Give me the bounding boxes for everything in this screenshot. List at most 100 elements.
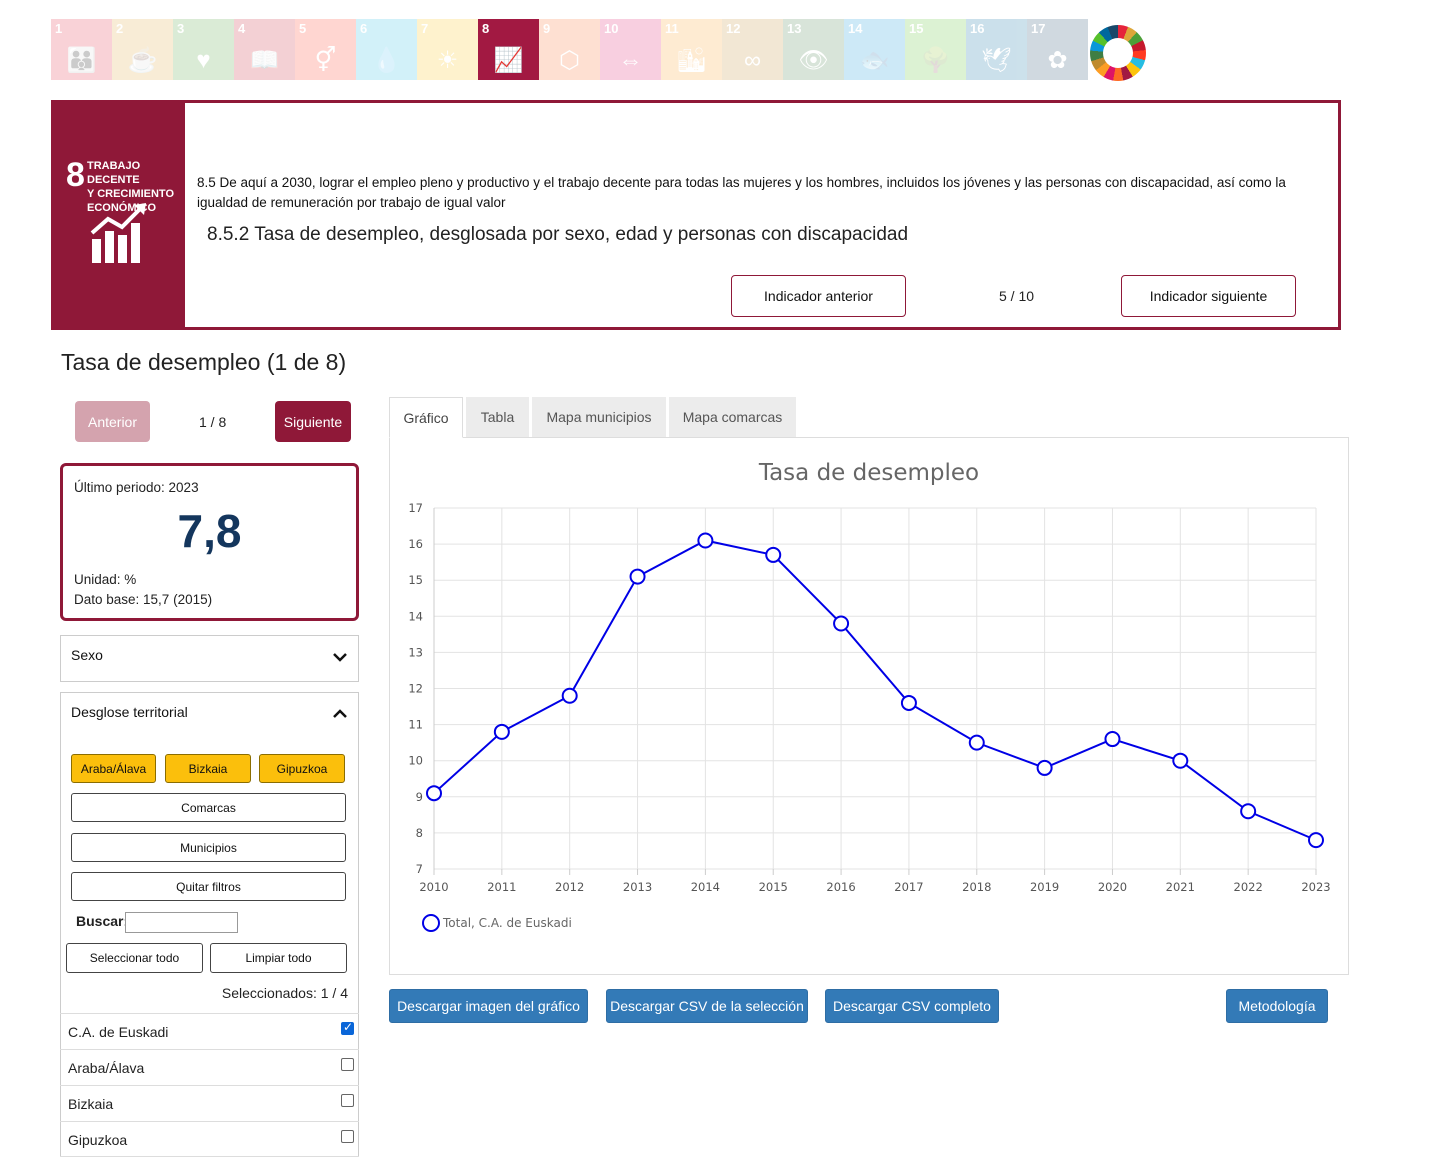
sdg-tile-13[interactable]: 13 👁: [783, 19, 844, 80]
territory-row[interactable]: C.A. de Euskadi: [60, 1013, 359, 1049]
legend-marker: [422, 914, 440, 932]
sdg-tile-8[interactable]: 8 📈: [478, 19, 539, 80]
territory-checkbox[interactable]: [341, 1130, 354, 1143]
territory-checkbox[interactable]: [341, 1020, 354, 1035]
decent-work-icon: 📈: [493, 47, 524, 74]
gender-equality-icon: ⚥: [314, 47, 337, 74]
previous-series-button[interactable]: Anterior: [75, 401, 150, 442]
sdg-tile-number: 4: [238, 21, 246, 36]
chevron-up-icon[interactable]: [332, 706, 348, 722]
x-tick-label: 2019: [1030, 880, 1059, 894]
data-point: [561, 687, 578, 704]
data-point: [1240, 803, 1257, 820]
sdg-tile-3[interactable]: 3 ♥: [173, 19, 234, 80]
x-tick-label: 2013: [623, 880, 652, 894]
x-tick-label: 2014: [691, 880, 720, 894]
territory-checkbox[interactable]: [341, 1094, 354, 1107]
tab-tabla[interactable]: Tabla: [466, 397, 529, 438]
sdg-tile-10[interactable]: 10 ⇔: [600, 19, 661, 80]
tab-grafico[interactable]: Gráfico: [389, 397, 463, 438]
territory-row[interactable]: Bizkaia: [60, 1085, 359, 1121]
sdg-tile-1[interactable]: 1 👪: [51, 19, 112, 80]
clean-water-icon: 💧: [371, 47, 402, 74]
chip-araba[interactable]: Araba/Álava: [71, 754, 156, 783]
x-tick-label: 2023: [1301, 880, 1330, 894]
legend-label: Total, C.A. de Euskadi: [442, 916, 572, 930]
chip-gipuzkoa[interactable]: Gipuzkoa: [259, 754, 345, 783]
series-counter: 1 / 8: [199, 414, 227, 430]
y-tick-label: 14: [408, 609, 423, 623]
sexo-accordion-label: Sexo: [71, 647, 103, 663]
y-tick-label: 11: [408, 718, 423, 732]
x-tick-label: 2017: [894, 880, 923, 894]
territory-label: C.A. de Euskadi: [68, 1024, 169, 1040]
chart-panel: Tasa de desempleo 7 8 9 10 11 12 13 14 15 16 17 2010…: [389, 437, 1349, 975]
sdg-tile-9[interactable]: 9 ⬡: [539, 19, 600, 80]
chevron-down-icon[interactable]: [332, 649, 348, 665]
download-csv-selection-button[interactable]: Descargar CSV de la selección: [606, 989, 808, 1023]
chip-bizkaia[interactable]: Bizkaia: [165, 754, 251, 783]
data-point: [968, 734, 985, 751]
search-input[interactable]: [125, 912, 238, 933]
sdg-tile-4[interactable]: 4 📖: [234, 19, 295, 80]
data-point: [1036, 759, 1053, 776]
y-tick-label: 12: [408, 682, 423, 696]
last-period: Último periodo: 2023: [74, 480, 199, 495]
next-series-button[interactable]: Siguiente: [275, 401, 351, 442]
sdg-tile-number: 7: [421, 21, 429, 36]
sustainable-cities-icon: 🏙: [676, 47, 707, 74]
download-csv-full-button[interactable]: Descargar CSV completo: [825, 989, 999, 1023]
x-tick-label: 2015: [759, 880, 788, 894]
territory-row[interactable]: Gipuzkoa: [60, 1121, 359, 1157]
x-tick-label: 2021: [1166, 880, 1195, 894]
municipios-button[interactable]: Municipios: [71, 833, 346, 862]
goal-number: 8: [66, 156, 85, 194]
growth-chart-icon: [90, 203, 146, 263]
download-image-button[interactable]: Descargar imagen del gráfico: [389, 989, 588, 1023]
territory-checkbox[interactable]: [341, 1058, 354, 1071]
chart-title: Tasa de desempleo: [758, 460, 979, 486]
y-tick-label: 10: [408, 754, 423, 768]
sdg-tile-6[interactable]: 6 💧: [356, 19, 417, 80]
target-description: 8.5 De aquí a 2030, lograr el empleo ple…: [197, 175, 1286, 210]
x-tick-label: 2020: [1098, 880, 1127, 894]
y-tick-label: 13: [408, 645, 423, 659]
line-chart: Tasa de desempleo 7 8 9 10 11 12 13 14 15 16 17 2010…: [408, 460, 1331, 932]
sdg-tile-14[interactable]: 14 🐟: [844, 19, 905, 80]
territory-label: Gipuzkoa: [68, 1132, 128, 1148]
unit-label: Unidad: %: [74, 572, 137, 587]
sdg-tile-7[interactable]: 7 ☀: [417, 19, 478, 80]
clear-all-button[interactable]: Limpiar todo: [210, 943, 347, 973]
climate-action-icon: 👁: [798, 47, 829, 74]
x-tick-label: 2018: [962, 880, 991, 894]
y-tick-label: 9: [416, 790, 423, 804]
clean-energy-icon: ☀: [436, 47, 459, 74]
sdg-strip: 1 👪 2 ☕ 3 ♥ 4 📖 5 ⚥ 6 💧 7 ☀ 8 📈 9 ⬡ 10 ⇔ 11 🏙 12 ∞ 13 👁 14 🐟 15 🌳 16 🕊 1…: [51, 19, 1088, 80]
tab-mapa-comarcas[interactable]: Mapa comarcas: [669, 397, 796, 438]
data-point: [426, 785, 442, 802]
sdg-tile-15[interactable]: 15 🌳: [905, 19, 966, 80]
y-tick-label: 16: [408, 537, 423, 551]
territory-row[interactable]: Araba/Álava: [60, 1049, 359, 1085]
data-point: [1308, 832, 1324, 849]
sexo-accordion[interactable]: Sexo: [60, 635, 359, 682]
sdg-wheel-icon[interactable]: [1090, 25, 1146, 81]
sdg-tile-2[interactable]: 2 ☕: [112, 19, 173, 80]
comarcas-button[interactable]: Comarcas: [71, 793, 346, 822]
sdg-tile-5[interactable]: 5 ⚥: [295, 19, 356, 80]
sdg-tile-17[interactable]: 17 ✿: [1027, 19, 1088, 80]
sdg-tile-11[interactable]: 11 🏙: [661, 19, 722, 80]
zero-hunger-icon: ☕: [127, 47, 158, 74]
sdg-tile-number: 17: [1031, 21, 1046, 36]
select-all-button[interactable]: Seleccionar todo: [66, 943, 203, 973]
next-indicator-button[interactable]: Indicador siguiente: [1121, 275, 1296, 317]
clear-filters-button[interactable]: Quitar filtros: [71, 872, 346, 901]
sdg-tile-16[interactable]: 16 🕊: [966, 19, 1027, 80]
methodology-button[interactable]: Metodología: [1226, 989, 1328, 1023]
series-title: Tasa de desempleo (1 de 8): [61, 349, 347, 375]
latest-value: 7,8: [177, 505, 242, 557]
sdg-tile-12[interactable]: 12 ∞: [722, 19, 783, 80]
tab-mapa-municipios[interactable]: Mapa municipios: [532, 397, 666, 438]
previous-indicator-button[interactable]: Indicador anterior: [731, 275, 906, 317]
industry-innovation-icon: ⬡: [559, 47, 580, 74]
